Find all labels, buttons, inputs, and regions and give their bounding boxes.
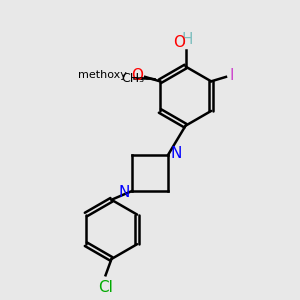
Text: CH₃: CH₃ [122,72,145,85]
Text: I: I [230,68,234,83]
Text: O: O [132,68,144,83]
Text: methoxy: methoxy [78,70,127,80]
Text: Cl: Cl [98,280,113,295]
Text: H: H [181,32,193,47]
Text: O: O [173,35,185,50]
Text: N: N [170,146,182,161]
Text: N: N [118,185,130,200]
